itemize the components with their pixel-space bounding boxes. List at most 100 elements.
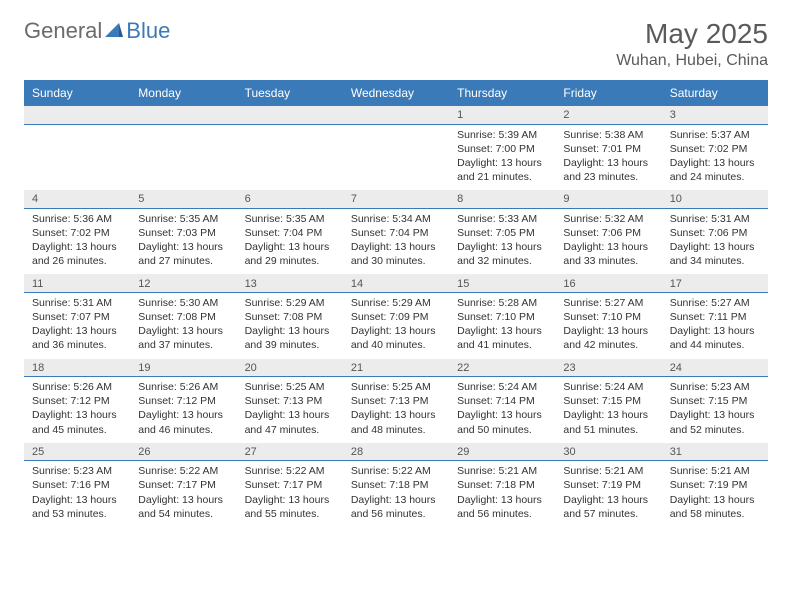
sunset-text: Sunset: 7:06 PM [563,226,653,240]
info-cell: Sunrise: 5:21 AMSunset: 7:19 PMDaylight:… [662,461,768,527]
date-cell [130,106,236,124]
info-row: Sunrise: 5:26 AMSunset: 7:12 PMDaylight:… [24,377,768,443]
date-cell: 23 [555,359,661,377]
date-cell: 29 [449,443,555,461]
sunset-text: Sunset: 7:06 PM [670,226,760,240]
info-cell [130,124,236,190]
info-cell: Sunrise: 5:35 AMSunset: 7:04 PMDaylight:… [237,208,343,274]
calendar-table: Sunday Monday Tuesday Wednesday Thursday… [24,80,768,527]
sunrise-text: Sunrise: 5:36 AM [32,212,122,226]
info-cell: Sunrise: 5:29 AMSunset: 7:08 PMDaylight:… [237,292,343,358]
daylight-text: Daylight: 13 hours and 40 minutes. [351,324,441,352]
sunrise-text: Sunrise: 5:38 AM [563,128,653,142]
daylight-text: Daylight: 13 hours and 52 minutes. [670,408,760,436]
sunset-text: Sunset: 7:10 PM [457,310,547,324]
title-block: May 2025 Wuhan, Hubei, China [616,18,768,70]
daylight-text: Daylight: 13 hours and 58 minutes. [670,493,760,521]
date-cell: 9 [555,190,661,208]
date-cell: 24 [662,359,768,377]
info-cell: Sunrise: 5:31 AMSunset: 7:07 PMDaylight:… [24,292,130,358]
sunset-text: Sunset: 7:07 PM [32,310,122,324]
sunset-text: Sunset: 7:17 PM [138,478,228,492]
sunset-text: Sunset: 7:04 PM [351,226,441,240]
date-cell [237,106,343,124]
date-cell: 15 [449,274,555,292]
date-cell [343,106,449,124]
sunset-text: Sunset: 7:10 PM [563,310,653,324]
sunrise-text: Sunrise: 5:23 AM [32,464,122,478]
info-row: Sunrise: 5:39 AMSunset: 7:00 PMDaylight:… [24,124,768,190]
info-cell: Sunrise: 5:27 AMSunset: 7:10 PMDaylight:… [555,292,661,358]
date-cell [24,106,130,124]
date-cell: 28 [343,443,449,461]
dow-header: Wednesday [343,80,449,106]
sunrise-text: Sunrise: 5:25 AM [245,380,335,394]
sunrise-text: Sunrise: 5:32 AM [563,212,653,226]
sunrise-text: Sunrise: 5:29 AM [245,296,335,310]
sunset-text: Sunset: 7:08 PM [245,310,335,324]
date-cell: 19 [130,359,236,377]
dow-header: Tuesday [237,80,343,106]
sunset-text: Sunset: 7:09 PM [351,310,441,324]
daylight-text: Daylight: 13 hours and 30 minutes. [351,240,441,268]
sunset-text: Sunset: 7:02 PM [32,226,122,240]
sunset-text: Sunset: 7:15 PM [563,394,653,408]
sunrise-text: Sunrise: 5:25 AM [351,380,441,394]
sunrise-text: Sunrise: 5:27 AM [670,296,760,310]
info-cell: Sunrise: 5:25 AMSunset: 7:13 PMDaylight:… [237,377,343,443]
date-cell: 31 [662,443,768,461]
sunrise-text: Sunrise: 5:31 AM [670,212,760,226]
date-row: 123 [24,106,768,124]
sunrise-text: Sunrise: 5:35 AM [245,212,335,226]
date-cell: 26 [130,443,236,461]
daylight-text: Daylight: 13 hours and 27 minutes. [138,240,228,268]
date-cell: 18 [24,359,130,377]
info-row: Sunrise: 5:23 AMSunset: 7:16 PMDaylight:… [24,461,768,527]
date-cell: 7 [343,190,449,208]
daylight-text: Daylight: 13 hours and 54 minutes. [138,493,228,521]
date-row: 18192021222324 [24,359,768,377]
info-cell: Sunrise: 5:23 AMSunset: 7:15 PMDaylight:… [662,377,768,443]
info-cell: Sunrise: 5:22 AMSunset: 7:17 PMDaylight:… [130,461,236,527]
sunset-text: Sunset: 7:02 PM [670,142,760,156]
date-cell: 30 [555,443,661,461]
info-cell: Sunrise: 5:33 AMSunset: 7:05 PMDaylight:… [449,208,555,274]
daylight-text: Daylight: 13 hours and 53 minutes. [32,493,122,521]
daylight-text: Daylight: 13 hours and 45 minutes. [32,408,122,436]
info-cell: Sunrise: 5:24 AMSunset: 7:14 PMDaylight:… [449,377,555,443]
sunrise-text: Sunrise: 5:21 AM [457,464,547,478]
info-cell: Sunrise: 5:36 AMSunset: 7:02 PMDaylight:… [24,208,130,274]
info-cell: Sunrise: 5:23 AMSunset: 7:16 PMDaylight:… [24,461,130,527]
daylight-text: Daylight: 13 hours and 46 minutes. [138,408,228,436]
daylight-text: Daylight: 13 hours and 29 minutes. [245,240,335,268]
info-cell: Sunrise: 5:29 AMSunset: 7:09 PMDaylight:… [343,292,449,358]
date-cell: 21 [343,359,449,377]
dow-header: Saturday [662,80,768,106]
daylight-text: Daylight: 13 hours and 56 minutes. [351,493,441,521]
date-row: 45678910 [24,190,768,208]
date-cell: 27 [237,443,343,461]
sunrise-text: Sunrise: 5:22 AM [351,464,441,478]
dow-header: Sunday [24,80,130,106]
date-cell: 4 [24,190,130,208]
daylight-text: Daylight: 13 hours and 47 minutes. [245,408,335,436]
info-cell [237,124,343,190]
date-cell: 1 [449,106,555,124]
sunrise-text: Sunrise: 5:26 AM [32,380,122,394]
daylight-text: Daylight: 13 hours and 36 minutes. [32,324,122,352]
sunset-text: Sunset: 7:13 PM [351,394,441,408]
daylight-text: Daylight: 13 hours and 21 minutes. [457,156,547,184]
info-cell: Sunrise: 5:39 AMSunset: 7:00 PMDaylight:… [449,124,555,190]
daylight-text: Daylight: 13 hours and 33 minutes. [563,240,653,268]
sunrise-text: Sunrise: 5:22 AM [138,464,228,478]
info-cell: Sunrise: 5:24 AMSunset: 7:15 PMDaylight:… [555,377,661,443]
sunset-text: Sunset: 7:05 PM [457,226,547,240]
date-cell: 3 [662,106,768,124]
sunrise-text: Sunrise: 5:37 AM [670,128,760,142]
header: General Blue May 2025 Wuhan, Hubei, Chin… [24,18,768,70]
logo-text-blue: Blue [126,18,170,44]
date-cell: 10 [662,190,768,208]
date-cell: 14 [343,274,449,292]
info-cell: Sunrise: 5:30 AMSunset: 7:08 PMDaylight:… [130,292,236,358]
sunset-text: Sunset: 7:16 PM [32,478,122,492]
